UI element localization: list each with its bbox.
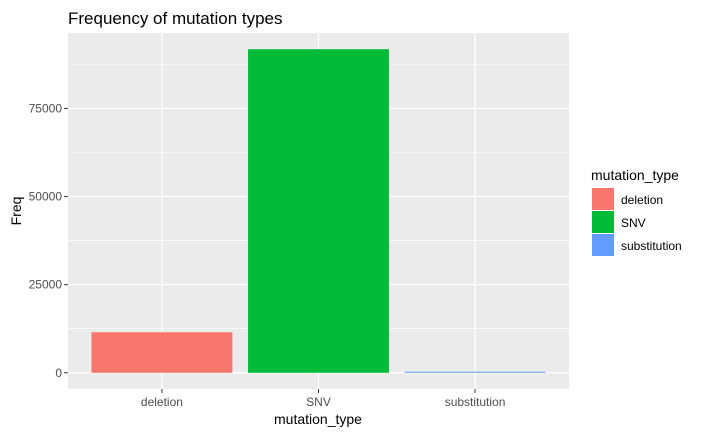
x-tick-label: deletion [141, 395, 183, 409]
legend-label: deletion [621, 193, 663, 207]
bars [91, 49, 546, 373]
legend-label: SNV [621, 216, 646, 230]
x-tick-label: substitution [445, 395, 506, 409]
bar-deletion [91, 332, 233, 373]
legend-key-deletion [592, 188, 614, 210]
x-tick-label: SNV [306, 395, 331, 409]
legend: mutation_type deletion SNV substitution [591, 167, 682, 256]
bar-substitution [404, 371, 546, 373]
legend-key-substitution [592, 234, 614, 256]
chart-title: Frequency of mutation types [68, 9, 283, 28]
bar-snv [248, 49, 389, 373]
y-tick-label: 50000 [29, 190, 63, 204]
legend-title: mutation_type [591, 167, 679, 183]
y-axis-title: Freq [8, 197, 24, 226]
y-tick-label: 0 [55, 366, 62, 380]
y-tick-label: 75000 [29, 101, 63, 115]
y-axis-ticks: 0 25000 50000 75000 [29, 101, 68, 380]
legend-label: substitution [621, 239, 682, 253]
legend-key-snv [592, 211, 614, 233]
y-tick-label: 25000 [29, 278, 63, 292]
x-axis-title: mutation_type [274, 411, 362, 427]
x-axis-ticks: deletion SNV substitution [141, 389, 506, 409]
